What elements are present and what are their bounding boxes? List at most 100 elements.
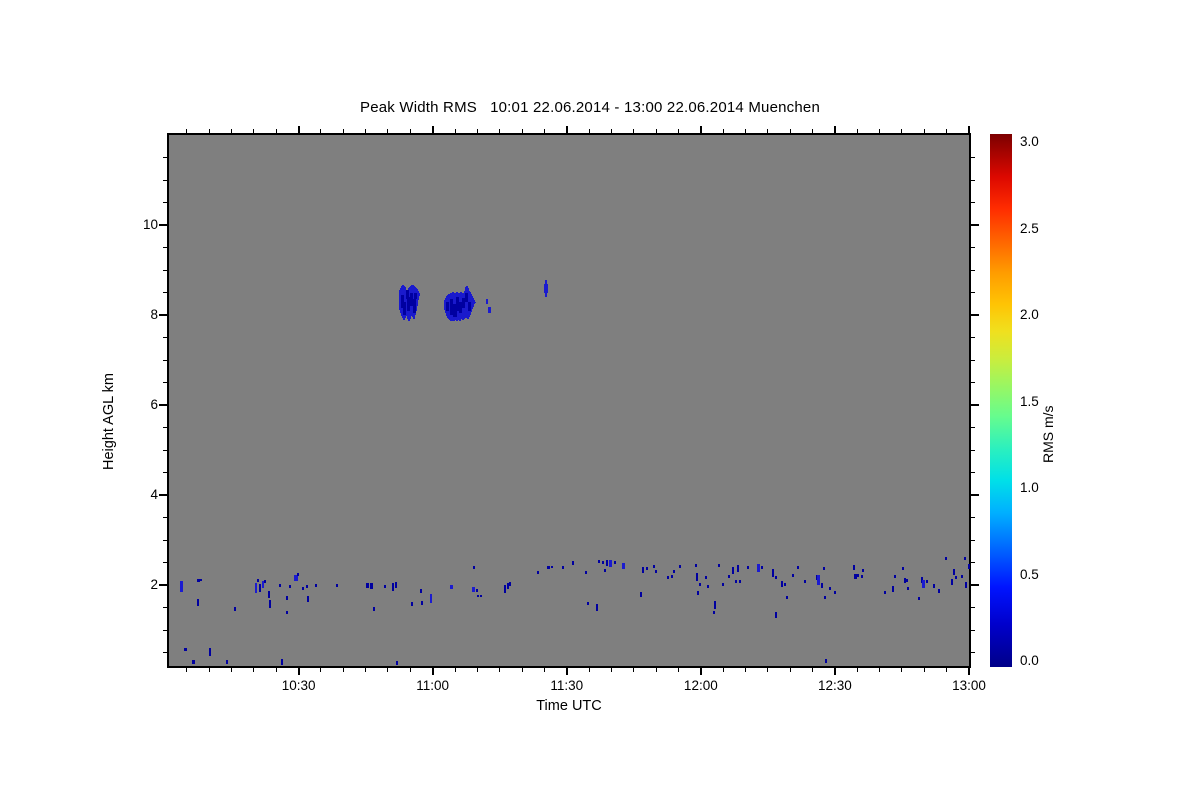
x-minor-tick [253,668,255,672]
y-minor-tick [163,629,167,631]
x-major-tick-top [431,126,434,133]
y-minor-tick [163,382,167,383]
x-minor-tick-top [543,129,545,133]
y-major-tick [159,224,167,226]
y-minor-tick [163,157,167,158]
x-minor-tick-top [879,129,881,133]
x-minor-tick [767,668,769,672]
y-minor-tick-right [971,427,975,428]
colorbar-tick-label: 1.5 [1020,393,1039,409]
x-minor-tick [633,668,635,672]
y-major-tick-right [971,584,979,586]
x-minor-tick [320,668,322,672]
y-major-tick-right [971,224,979,226]
x-minor-tick [812,668,814,672]
x-minor-tick [722,668,724,672]
y-minor-tick [163,472,167,473]
y-minor-tick [163,337,167,338]
y-major-tick-right [971,314,979,316]
x-major-tick [968,668,970,675]
x-minor-tick [476,668,478,672]
y-minor-tick-right [971,517,975,518]
y-minor-tick-right [971,607,975,608]
x-minor-tick-top [208,129,210,133]
x-minor-tick [610,668,612,672]
y-minor-tick-right [971,247,975,248]
x-minor-tick-top [275,129,277,133]
x-tick-label: 13:00 [952,678,986,693]
colorbar-tick-label: 0.0 [1020,653,1039,668]
x-minor-tick [387,668,389,672]
x-major-tick [431,668,434,675]
y-major-tick-right [971,494,979,496]
x-major-tick-top [699,126,702,133]
x-minor-tick-top [588,129,590,133]
x-minor-tick-top [476,129,478,133]
x-minor-tick [901,668,903,672]
y-minor-tick-right [971,539,975,541]
y-tick-label: 2 [150,577,158,592]
x-minor-tick-top [633,129,635,133]
colorbar-tick-label: 1.0 [1020,480,1039,495]
y-minor-tick-right [971,382,975,383]
y-minor-tick [163,247,167,248]
colorbar-tick-label: 2.5 [1020,220,1039,236]
x-axis-label: Time UTC [536,698,602,714]
colorbar-axis-label: RMS m/s [1040,405,1056,463]
y-tick-label: 10 [142,217,158,232]
x-minor-tick [923,668,925,672]
colorbar-tick-label: 3.0 [1020,134,1039,149]
y-minor-tick-right [971,337,975,338]
y-minor-tick [163,359,167,361]
y-tick-label: 4 [150,487,158,502]
x-major-tick [565,668,568,675]
x-minor-tick-top [409,129,411,133]
x-major-tick-top [297,126,300,133]
x-minor-tick-top [610,129,612,133]
x-minor-tick [677,668,679,672]
x-minor-tick [588,668,590,672]
x-minor-tick-top [812,129,814,133]
x-major-tick [833,668,836,675]
x-minor-tick-top [499,129,501,133]
x-minor-tick [186,668,188,672]
x-minor-tick-top [387,129,389,133]
x-minor-tick-top [946,129,948,133]
x-minor-tick-top [253,129,255,133]
colorbar [990,134,1012,667]
y-tick-label: 8 [150,307,158,322]
y-major-tick [159,494,167,496]
x-minor-tick-top [722,129,724,133]
plot-area [167,133,971,668]
x-major-tick-top [833,126,836,133]
x-major-tick-top [968,126,970,133]
x-minor-tick-top [365,129,367,133]
y-tick-label: 6 [150,397,158,412]
x-minor-tick-top [677,129,679,133]
x-minor-tick [342,668,344,672]
y-minor-tick-right [971,562,975,563]
x-minor-tick [745,668,747,672]
x-minor-tick-top [856,129,858,133]
x-minor-tick [231,668,233,672]
y-minor-tick [163,607,167,608]
y-minor-tick-right [971,179,975,181]
x-tick-label: 12:30 [818,678,852,693]
x-tick-label: 11:30 [550,678,584,693]
x-minor-tick-top [186,129,188,133]
x-minor-tick-top [320,129,322,133]
x-minor-tick [208,668,210,672]
y-minor-tick-right [971,449,975,451]
x-tick-label: 11:00 [416,678,450,693]
x-minor-tick-top [901,129,903,133]
x-tick-label: 12:00 [683,678,718,693]
y-minor-tick [163,269,167,271]
x-minor-tick-top [789,129,791,133]
x-minor-tick [499,668,501,672]
x-minor-tick-top [767,129,769,133]
y-minor-tick [163,202,167,203]
x-minor-tick-top [923,129,925,133]
y-major-tick [159,314,167,316]
y-minor-tick-right [971,652,975,653]
x-minor-tick [275,668,277,672]
